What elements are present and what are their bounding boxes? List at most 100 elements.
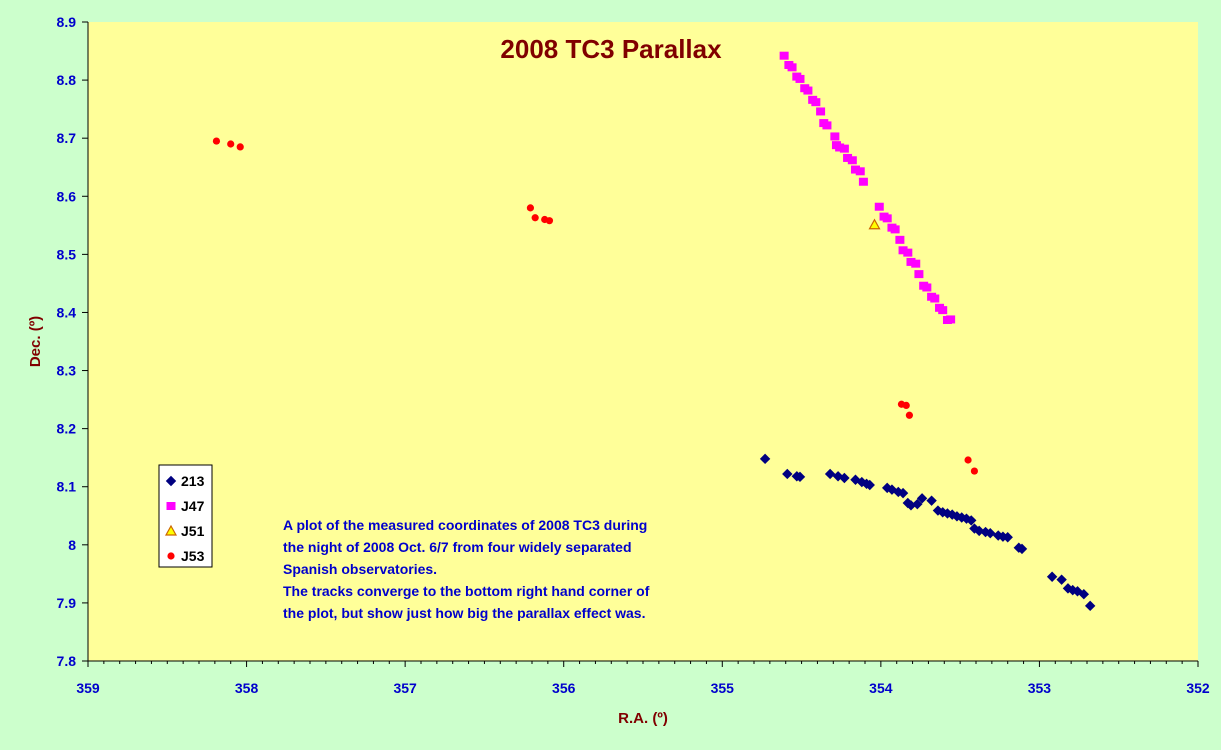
point-J47: [890, 225, 900, 234]
point-J47: [858, 177, 868, 186]
point-J47: [830, 132, 840, 141]
point-J47: [906, 257, 916, 266]
point-213: [1084, 600, 1096, 612]
tick-labels: 359 358 357 356 355 354 353 352 7.8 7.9 8 8.1 8.2 8.3…: [57, 14, 1210, 696]
point-J47: [930, 294, 940, 303]
point-J47: [795, 74, 805, 83]
point-J53: [545, 217, 554, 225]
point-J53: [905, 411, 914, 419]
point-J53: [227, 140, 235, 148]
point-213: [782, 468, 793, 480]
point-J47: [911, 259, 921, 268]
point-J47: [850, 165, 860, 174]
y-tick-label: 7.8: [57, 653, 77, 669]
point-J47: [816, 107, 826, 116]
y-tick-label: 8.6: [57, 188, 77, 204]
y-axis-label: Dec. (º): [27, 316, 44, 367]
point-J53: [236, 143, 244, 151]
point-J53: [212, 137, 221, 145]
annotation-line: A plot of the measured coordinates of 20…: [283, 517, 647, 533]
plot-area: [88, 22, 1198, 661]
axes: [82, 21, 1199, 667]
chart-title: 2008 TC3 Parallax: [500, 34, 722, 64]
point-J47: [874, 202, 884, 211]
point-J47: [938, 306, 948, 315]
annotation-line: The tracks converge to the bottom right …: [283, 583, 650, 599]
point-J47: [787, 63, 797, 72]
y-tick-label: 8.3: [57, 363, 77, 379]
point-J47: [898, 246, 908, 255]
point-J47: [811, 98, 821, 107]
point-J47: [835, 143, 845, 152]
point-213: [916, 493, 928, 504]
point-J47: [779, 51, 789, 60]
point-J47: [855, 167, 865, 176]
point-J51: [868, 218, 881, 230]
point-J47: [895, 235, 905, 244]
data-marks: [212, 51, 1096, 612]
y-tick-label: 8.8: [57, 72, 77, 88]
legend-label-J53: J53: [181, 548, 205, 564]
point-213: [839, 472, 850, 484]
series-J51: [868, 218, 881, 230]
point-213: [926, 495, 937, 506]
annotation-text: A plot of the measured coordinates of 20…: [283, 517, 650, 621]
y-tick-label: 8.7: [57, 130, 77, 146]
point-J47: [803, 86, 813, 95]
point-J47: [922, 283, 932, 292]
point-213: [897, 487, 909, 499]
point-J47: [843, 153, 853, 162]
point-J47: [914, 270, 924, 279]
legend-label-213: 213: [181, 473, 205, 489]
x-tick-label: 359: [76, 680, 100, 696]
x-tick-label: 355: [711, 680, 735, 696]
point-J53: [964, 456, 972, 464]
x-axis-label: R.A. (º): [618, 710, 668, 727]
point-J53: [902, 401, 910, 409]
point-J47: [822, 121, 832, 130]
annotation-line: Spanish observatories.: [283, 561, 437, 577]
legend-label-J47: J47: [181, 498, 205, 514]
y-tick-label: 7.9: [57, 595, 77, 611]
point-J47: [882, 214, 892, 223]
point-J53: [970, 467, 979, 475]
x-tick-label: 358: [235, 680, 259, 696]
x-tick-label: 357: [393, 680, 417, 696]
point-J47: [847, 156, 857, 165]
point-213: [864, 479, 875, 491]
series-J53: [212, 137, 979, 475]
legend: 213 J47 J51 J53: [158, 464, 213, 568]
point-J47: [903, 248, 913, 257]
point-213: [824, 468, 836, 480]
x-tick-label: 352: [1186, 680, 1210, 696]
y-tick-label: 8.1: [57, 479, 77, 495]
point-213: [1016, 543, 1028, 555]
point-213: [1056, 574, 1067, 585]
point-213: [1078, 588, 1090, 600]
point-J47: [946, 315, 956, 324]
y-tick-label: 8.9: [57, 14, 77, 30]
x-tick-label: 356: [552, 680, 576, 696]
point-213: [985, 527, 996, 539]
legend-label-J51: J51: [181, 523, 205, 539]
point-J53: [526, 204, 535, 212]
point-213: [912, 498, 923, 510]
annotation-line: the night of 2008 Oct. 6/7 from four wid…: [283, 539, 632, 555]
series-J47: [779, 51, 956, 325]
y-tick-label: 8.5: [57, 246, 77, 262]
point-213: [1002, 532, 1013, 543]
point-213: [759, 453, 771, 465]
y-tick-label: 8: [68, 537, 76, 553]
point-213: [794, 471, 806, 483]
point-J47: [839, 144, 849, 153]
point-213: [966, 515, 977, 526]
series-213: [759, 453, 1096, 612]
y-tick-label: 8.2: [57, 421, 77, 437]
legend-marker-J51: [164, 524, 178, 536]
x-tick-label: 353: [1028, 680, 1052, 696]
annotation-line: the plot, but show just how big the para…: [283, 605, 645, 621]
legend-marker-J53: [167, 552, 175, 560]
point-J53: [531, 214, 539, 222]
